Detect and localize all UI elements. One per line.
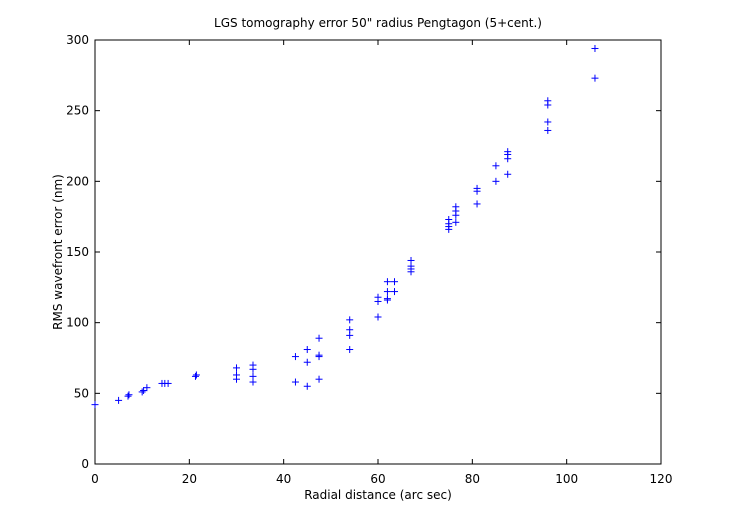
y-tick-label: 150	[66, 245, 89, 259]
data-point	[303, 382, 311, 390]
data-point	[383, 295, 391, 303]
data-point	[346, 346, 354, 354]
data-point	[374, 313, 382, 321]
y-tick-label: 250	[66, 104, 89, 118]
data-point	[125, 391, 133, 399]
x-tick-label: 80	[465, 472, 480, 486]
data-point	[91, 401, 99, 409]
data-points	[91, 44, 599, 409]
data-point	[291, 353, 299, 361]
data-point	[391, 288, 399, 296]
data-point	[138, 388, 146, 396]
data-point	[383, 288, 391, 296]
data-point	[249, 372, 257, 380]
data-point	[473, 200, 481, 208]
x-tick-label: 40	[276, 472, 291, 486]
data-point	[591, 74, 599, 82]
data-point	[383, 278, 391, 286]
y-tick-label: 50	[74, 386, 89, 400]
x-axis-label: Radial distance (arc sec)	[304, 488, 452, 502]
y-tick-label: 100	[66, 316, 89, 330]
chart-title: LGS tomography error 50" radius Pengtago…	[214, 16, 542, 30]
data-point	[315, 334, 323, 342]
plot-area	[94, 39, 662, 465]
data-point	[124, 392, 132, 400]
data-point	[492, 162, 500, 170]
data-point	[504, 170, 512, 178]
data-point	[445, 215, 453, 223]
data-point	[591, 44, 599, 52]
data-point	[291, 378, 299, 386]
x-tick-label: 120	[650, 472, 673, 486]
data-point	[143, 384, 151, 392]
data-point	[504, 148, 512, 156]
x-tick-label: 20	[182, 472, 197, 486]
data-point	[346, 326, 354, 334]
data-point	[391, 278, 399, 286]
data-point	[233, 371, 240, 379]
data-point	[315, 351, 323, 359]
data-point	[233, 364, 240, 372]
data-point	[544, 126, 552, 134]
data-point	[407, 256, 415, 264]
data-point	[192, 371, 200, 379]
data-point	[544, 118, 552, 126]
y-tick-label: 200	[66, 174, 89, 188]
data-point	[115, 396, 123, 404]
axis-ticks: 0 20 40 60 80 100 120 0 50 100 150 200 250 300	[66, 33, 672, 486]
data-point	[473, 184, 481, 192]
data-point	[315, 375, 323, 383]
data-point	[452, 203, 460, 211]
x-tick-label: 0	[91, 472, 99, 486]
y-axis-label: RMS wavefront error (nm)	[51, 174, 65, 330]
data-point	[492, 177, 500, 185]
data-point	[544, 97, 552, 105]
y-tick-label: 300	[66, 33, 89, 47]
data-point	[346, 316, 354, 324]
data-point	[452, 218, 460, 226]
data-point	[303, 346, 311, 354]
y-tick-label: 0	[81, 457, 89, 471]
x-tick-label: 100	[555, 472, 578, 486]
data-point	[249, 361, 257, 369]
x-tick-label: 60	[370, 472, 385, 486]
data-point	[191, 372, 199, 380]
data-point	[164, 379, 172, 387]
data-point	[303, 358, 311, 366]
data-point	[374, 293, 382, 301]
